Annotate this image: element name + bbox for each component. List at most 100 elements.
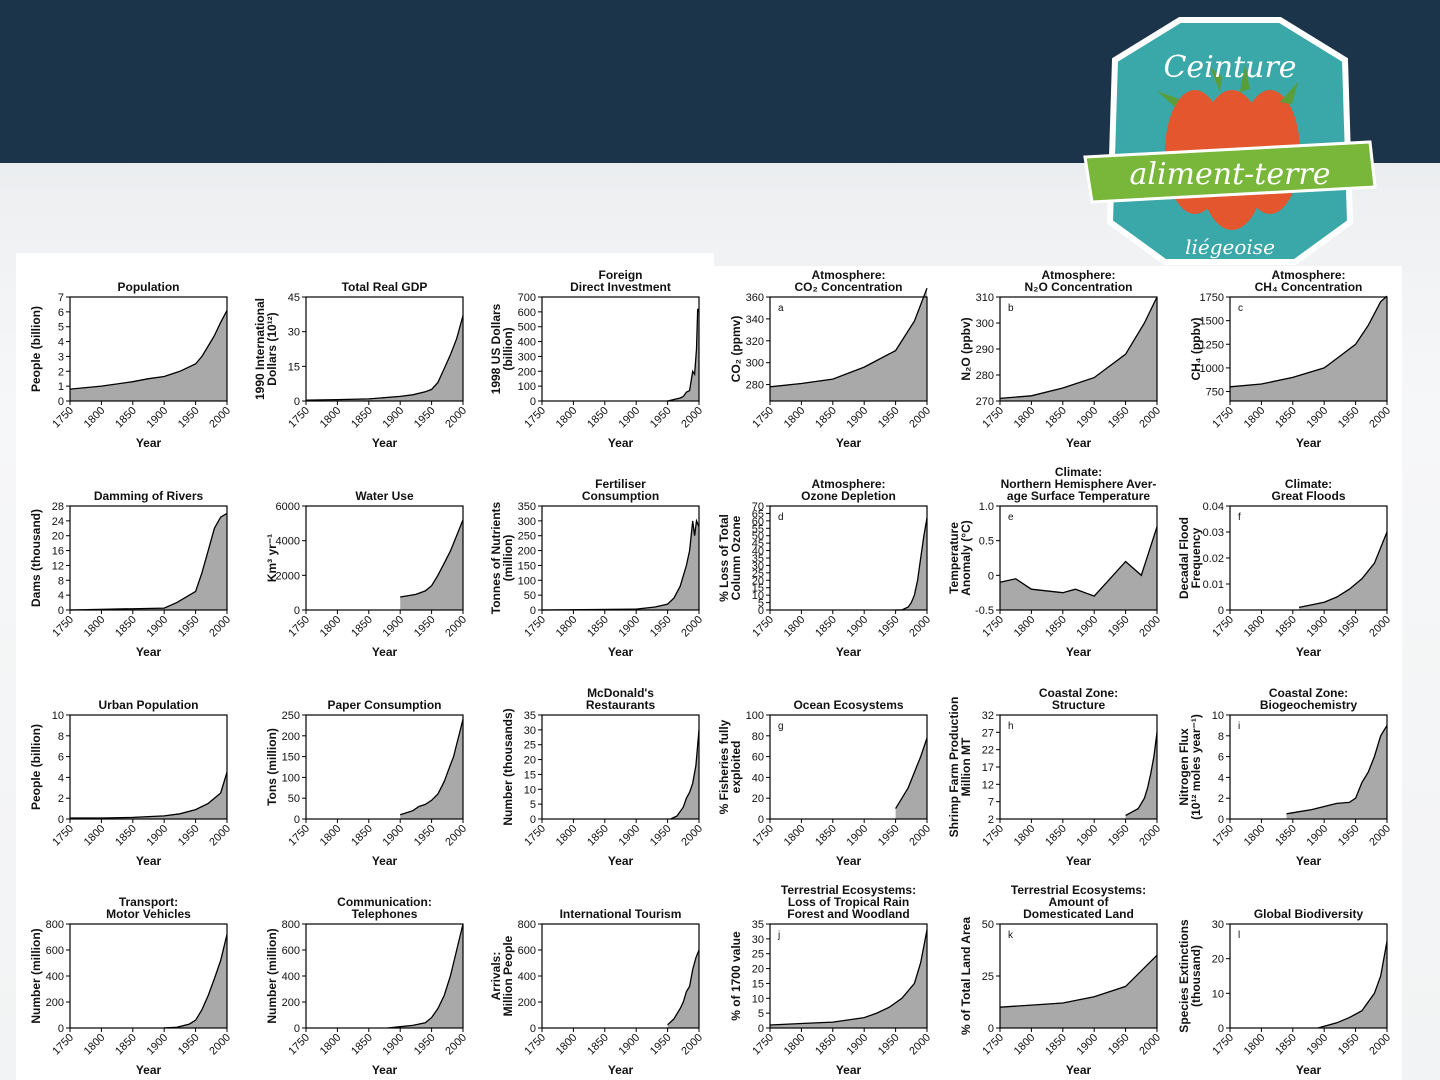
x-axis-label: Year [136, 1063, 162, 1077]
y-tick-label: 35 [752, 919, 764, 931]
x-tick-label: 1800 [82, 1032, 108, 1058]
panel-letter: j [777, 930, 780, 941]
y-tick-label: 150 [518, 560, 536, 572]
chart-area [670, 729, 699, 819]
y-tick-label: 10 [52, 710, 64, 722]
x-axis-label: Year [1066, 645, 1092, 659]
x-tick-label: 1950 [412, 405, 438, 431]
y-tick-label: 10 [752, 993, 764, 1005]
x-tick-label: 1850 [349, 614, 375, 640]
chart-title: Atmosphere: [1271, 268, 1345, 282]
x-axis-label: Year [136, 854, 162, 868]
series-line [667, 308, 700, 402]
chart-24: 0 10 20 30 1750 1800 1850 1900 1950 2000 Global Bi… [1177, 907, 1393, 1077]
y-axis-label: 1998 US Dollars [489, 303, 503, 394]
x-axis-label: Year [372, 436, 398, 450]
y-tick-label: 40 [752, 546, 764, 558]
y-axis-label: Shrimp Farm Production [947, 697, 961, 838]
x-tick-label: 1950 [1336, 823, 1362, 849]
x-axis-label: Year [372, 1063, 398, 1077]
panel-letter: c [1238, 303, 1243, 314]
chart-area [1299, 532, 1387, 610]
y-tick-label: 15 [524, 769, 536, 781]
y-tick-label: 0 [58, 1023, 64, 1035]
chart-1: 0 1 2 3 4 5 6 7 1750 1800 1850 1900 1950 2000 Populati… [29, 280, 233, 450]
chart-title: Communication: [337, 895, 432, 909]
x-tick-label: 1850 [349, 1032, 375, 1058]
series-line [69, 512, 228, 611]
chart-title: Coastal Zone: [1269, 686, 1348, 700]
y-tick-label: 12 [52, 560, 64, 572]
x-tick-label: 1950 [648, 614, 674, 640]
chart-18: 0 2 4 6 8 10 1750 1800 1850 1900 1950 2000 Coastal Z… [1177, 686, 1393, 868]
y-tick-label: 8 [1218, 731, 1224, 743]
x-tick-label: 1950 [412, 614, 438, 640]
chart-area [70, 513, 227, 610]
y-axis-label: % of Total Land Area [959, 917, 973, 1035]
y-tick-label: 100 [518, 381, 536, 393]
x-tick-label: 2000 [1367, 405, 1393, 431]
plot-frame [1229, 296, 1388, 402]
plot-frame [541, 296, 700, 402]
x-tick-label: 1900 [617, 405, 643, 431]
x-tick-label: 1900 [145, 405, 171, 431]
chart-title: Terrestrial Ecosystems: [781, 883, 916, 897]
y-tick-label: 35 [752, 553, 764, 565]
y-tick-label: 28 [52, 501, 64, 513]
y-tick-label: 0 [294, 605, 300, 617]
y-tick-label: 12 [982, 779, 994, 791]
y-tick-label: 300 [518, 516, 536, 528]
chart-title: Loss of Tropical Rain [788, 895, 909, 909]
y-tick-label: 50 [524, 590, 536, 602]
x-tick-label: 1950 [1336, 1032, 1362, 1058]
x-tick-label: 1950 [176, 614, 202, 640]
x-tick-label: 1750 [750, 1032, 776, 1058]
x-axis-label: Year [1296, 436, 1322, 450]
y-tick-label: 600 [518, 945, 536, 957]
y-tick-label: 300 [976, 318, 994, 330]
series-line [1286, 725, 1388, 815]
y-tick-label: 5 [58, 322, 64, 334]
x-tick-label: 1850 [813, 405, 839, 431]
series-line [400, 519, 464, 598]
chart-area [667, 308, 699, 401]
chart-title: Atmosphere: [811, 477, 885, 491]
x-tick-label: 2000 [1367, 1032, 1393, 1058]
x-tick-label: 1850 [813, 823, 839, 849]
y-tick-label: 4 [58, 590, 64, 602]
y-axis-label: exploited [729, 741, 743, 794]
y-tick-label: 7 [58, 292, 64, 304]
y-tick-label: 10 [1212, 988, 1224, 1000]
panel-letter: h [1008, 721, 1014, 732]
y-tick-label: 6 [1218, 752, 1224, 764]
x-tick-label: 1850 [349, 823, 375, 849]
series-line [895, 517, 928, 611]
x-tick-label: 1800 [554, 405, 580, 431]
y-tick-label: 20 [752, 575, 764, 587]
y-tick-label: 25 [752, 568, 764, 580]
y-axis-label: % of 1700 value [729, 931, 743, 1021]
x-tick-label: 1800 [318, 1032, 344, 1058]
x-tick-label: 1900 [845, 405, 871, 431]
chart-area [306, 315, 463, 401]
x-axis-label: Year [608, 436, 634, 450]
series-line [895, 737, 928, 809]
x-tick-label: 1800 [1012, 1032, 1038, 1058]
chart-title: CO₂ Concentration [795, 280, 903, 294]
y-tick-label: 5 [758, 1008, 764, 1020]
x-tick-label: 1750 [1210, 1032, 1236, 1058]
y-tick-label: 10 [524, 784, 536, 796]
x-tick-label: 1950 [876, 614, 902, 640]
plot-frame [769, 505, 928, 611]
y-tick-label: 360 [746, 292, 764, 304]
x-tick-label: 1950 [1106, 1032, 1132, 1058]
x-tick-label: 1900 [381, 614, 407, 640]
y-axis-label: People (billion) [29, 306, 43, 392]
y-axis-label: Nitrogen Flux [1177, 728, 1191, 806]
y-tick-label: 0.01 [1203, 579, 1224, 591]
x-tick-label: 1900 [1075, 405, 1101, 431]
x-tick-label: 1950 [176, 1032, 202, 1058]
x-tick-label: 1750 [750, 823, 776, 849]
plot-frame [541, 714, 700, 820]
